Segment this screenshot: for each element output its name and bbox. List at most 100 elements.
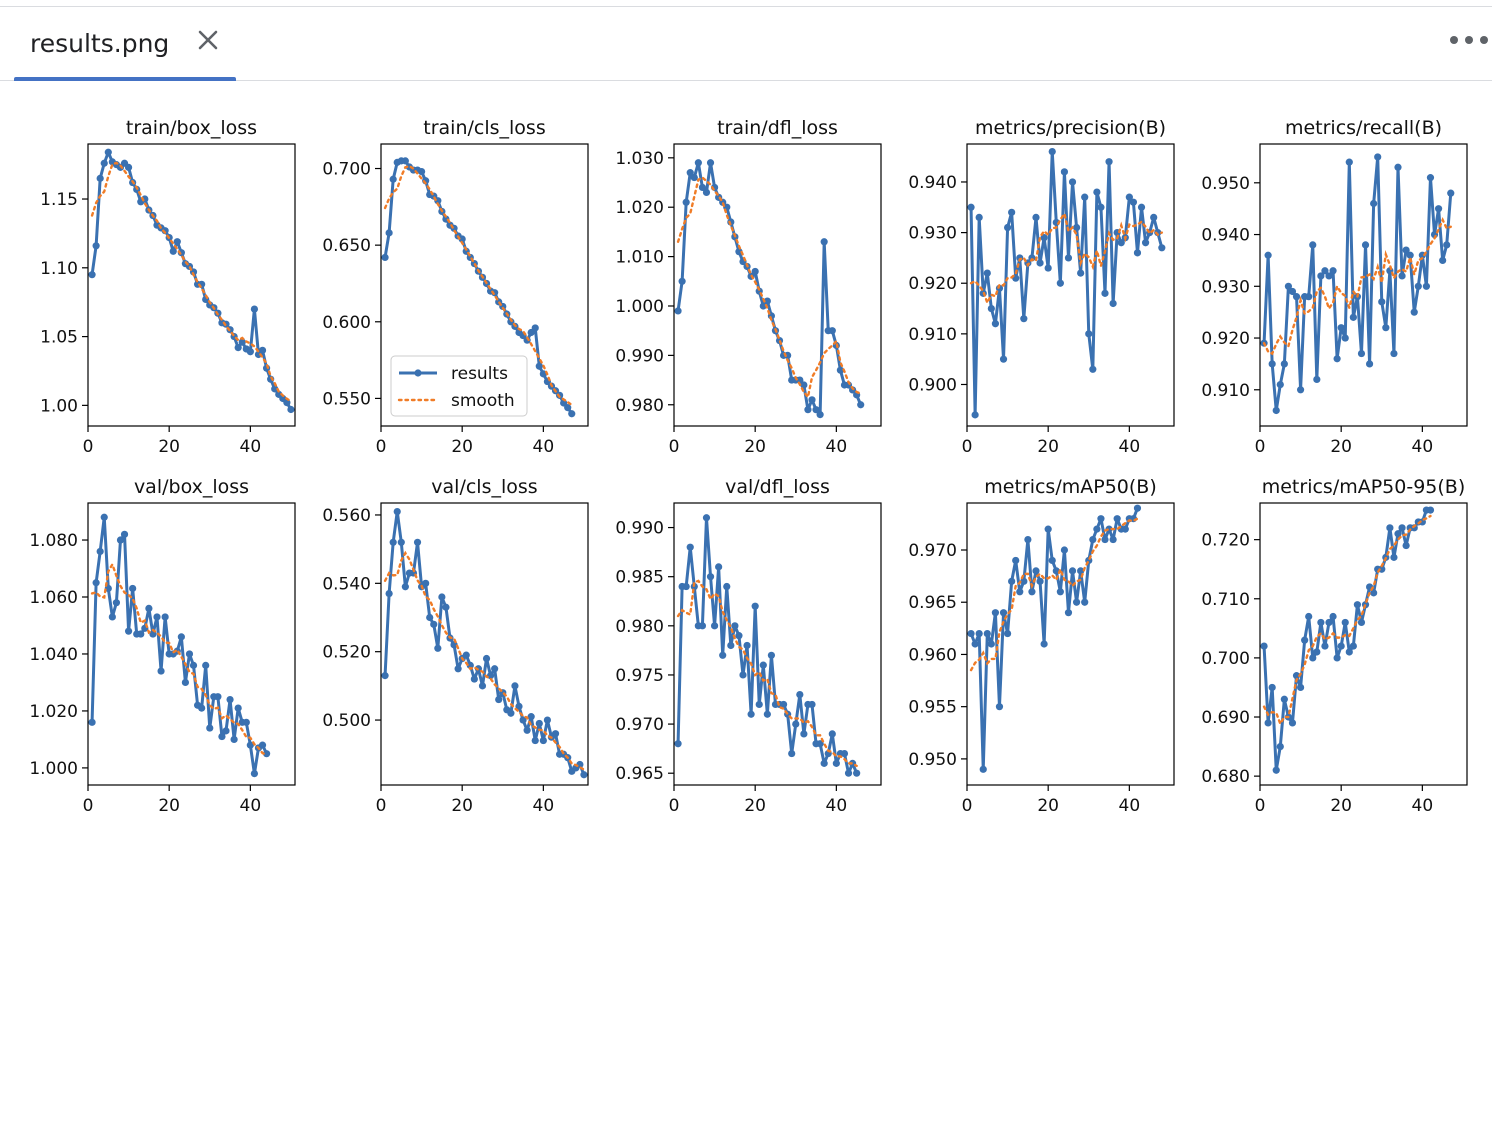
y-tick-label: 1.15: [40, 190, 78, 210]
y-tick-label: 1.030: [615, 149, 664, 169]
data-point: [535, 719, 543, 728]
data-point: [1056, 279, 1064, 287]
chart-panel: val/dfl_loss 0.965 0.970 0.975 0.980 0.985 0.9…: [615, 476, 882, 816]
x-tick-label: 20: [1037, 437, 1059, 457]
data-point: [1048, 556, 1056, 565]
series-smooth-line: [383, 164, 573, 407]
data-point: [1390, 553, 1398, 561]
data-point: [1064, 254, 1073, 262]
data-point: [1150, 213, 1158, 222]
close-icon[interactable]: [195, 27, 221, 53]
data-point: [1077, 269, 1085, 277]
data-point: [1268, 683, 1276, 692]
data-point: [1370, 589, 1378, 597]
data-point: [1032, 213, 1040, 222]
data-point: [971, 640, 979, 648]
y-tick-label: 0.560: [322, 506, 371, 526]
x-tick-label: 20: [744, 796, 766, 816]
data-point: [1048, 147, 1056, 156]
data-point: [816, 740, 824, 748]
data-point: [1349, 313, 1357, 321]
data-point: [226, 695, 234, 704]
data-point: [515, 702, 523, 710]
data-point: [1016, 588, 1024, 596]
tab-active-indicator: [14, 77, 236, 81]
data-point: [808, 700, 816, 709]
x-tick-label: 0: [669, 437, 680, 457]
data-point: [1125, 193, 1133, 201]
series-smooth-line: [676, 579, 858, 768]
data-point: [975, 213, 983, 222]
data-point: [1133, 249, 1142, 257]
y-tick-label: 1.060: [29, 588, 78, 608]
data-point: [246, 741, 254, 749]
data-point: [1439, 256, 1447, 265]
plot-frame: [87, 143, 296, 427]
data-point: [169, 247, 177, 255]
data-point: [1089, 365, 1097, 373]
data-point: [1398, 524, 1406, 532]
data-point: [1296, 683, 1305, 692]
data-point: [246, 348, 254, 356]
data-point: [1337, 324, 1345, 332]
data-point: [108, 613, 116, 621]
data-point: [442, 603, 450, 611]
chart-title: train/dfl_loss: [717, 117, 838, 139]
y-tick-label: 0.965: [908, 593, 957, 613]
data-point: [1020, 577, 1028, 585]
data-point: [1272, 406, 1280, 415]
data-point: [1101, 535, 1109, 544]
data-point: [800, 381, 808, 389]
data-point: [511, 682, 519, 690]
plot-frame: [673, 143, 882, 427]
data-point: [853, 769, 861, 777]
data-point: [1309, 241, 1317, 249]
data-point: [287, 405, 295, 414]
data-point: [535, 362, 543, 370]
data-point: [796, 691, 804, 699]
data-point: [1378, 298, 1386, 306]
series-results-line: [676, 161, 863, 417]
data-point: [1357, 618, 1366, 627]
data-point: [397, 538, 405, 546]
y-tick-label: 1.020: [29, 702, 78, 722]
data-point: [702, 514, 711, 522]
data-point: [218, 732, 226, 741]
series-results-line: [1262, 155, 1453, 412]
data-point: [88, 718, 96, 726]
data-point: [1341, 618, 1349, 627]
data-point: [987, 640, 995, 648]
x-tick-label: 20: [744, 437, 766, 457]
y-tick-label: 0.990: [615, 346, 664, 366]
more-horiz-icon[interactable]: [1450, 31, 1488, 49]
data-point: [206, 724, 214, 732]
data-point: [202, 661, 210, 669]
y-tick-label: 0.700: [322, 160, 371, 180]
data-point: [531, 324, 539, 332]
data-point: [1406, 251, 1414, 259]
data-point: [1044, 525, 1052, 533]
data-point: [1072, 223, 1081, 232]
data-point: [1353, 601, 1362, 609]
plot-frame: [966, 502, 1175, 786]
data-point: [214, 693, 222, 701]
data-point: [979, 765, 987, 773]
series-results-line: [90, 150, 293, 411]
data-point: [1443, 241, 1451, 249]
data-point: [690, 173, 698, 182]
y-tick-label: 1.05: [40, 328, 78, 348]
data-point: [751, 267, 759, 276]
data-point: [1292, 293, 1301, 301]
data-point: [1305, 612, 1313, 621]
y-tick-label: 0.910: [1201, 381, 1250, 401]
data-point: [116, 536, 125, 544]
data-point: [1394, 163, 1402, 171]
data-point: [258, 346, 267, 354]
series-results-line: [969, 150, 1164, 417]
y-tick-label: 0.910: [908, 325, 957, 345]
data-point: [1345, 158, 1353, 166]
data-point: [1386, 524, 1394, 532]
plot-frame: [380, 502, 589, 786]
x-tick-label: 0: [1255, 437, 1266, 457]
tab-results-png[interactable]: results.png: [14, 7, 236, 81]
